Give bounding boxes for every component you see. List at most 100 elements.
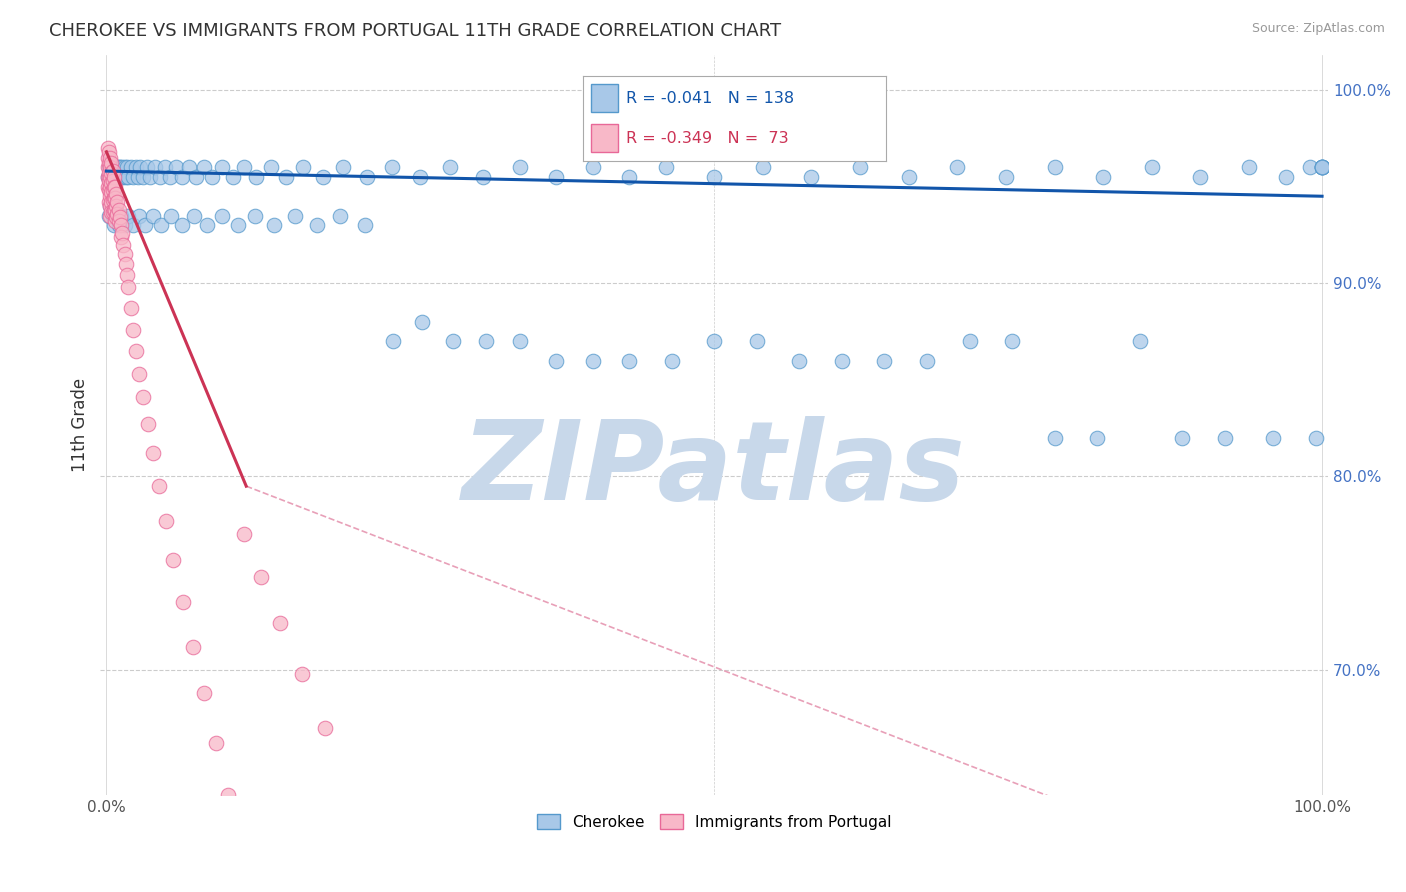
Point <box>703 334 725 349</box>
Point <box>111 226 134 240</box>
Point <box>97 169 120 184</box>
Point <box>1213 431 1236 445</box>
Point <box>136 417 159 432</box>
Point <box>509 160 531 174</box>
Point <box>232 527 254 541</box>
Point <box>745 334 768 349</box>
Point <box>654 160 676 174</box>
Point <box>98 169 121 184</box>
Point <box>1310 160 1333 174</box>
Point <box>148 479 170 493</box>
Point <box>250 570 273 584</box>
Point <box>132 169 155 184</box>
Point <box>915 353 938 368</box>
Point <box>114 218 136 232</box>
Point <box>97 145 120 159</box>
Point <box>110 209 132 223</box>
Point <box>104 202 127 217</box>
Point <box>269 616 291 631</box>
Point <box>617 353 640 368</box>
Point <box>100 176 122 190</box>
Point <box>103 202 125 217</box>
Point <box>97 169 120 184</box>
Point <box>132 390 155 404</box>
Point <box>122 323 145 337</box>
Point <box>546 169 568 184</box>
Point <box>100 160 122 174</box>
Point <box>120 160 142 174</box>
Point <box>124 160 146 174</box>
Point <box>1189 169 1212 184</box>
Point <box>112 237 135 252</box>
Point <box>97 209 120 223</box>
Point <box>100 166 122 180</box>
Point <box>1043 431 1066 445</box>
Point <box>97 160 120 174</box>
Point <box>104 160 127 174</box>
Point <box>159 169 181 184</box>
Point <box>110 218 132 232</box>
Point <box>98 199 121 213</box>
Point <box>101 209 124 223</box>
Point <box>103 160 125 174</box>
Point <box>312 169 335 184</box>
Point <box>104 191 127 205</box>
Point <box>105 160 128 174</box>
Point <box>183 209 205 223</box>
Point <box>105 211 128 225</box>
Point <box>1085 431 1108 445</box>
Point <box>129 160 152 174</box>
Point <box>217 789 239 803</box>
Point <box>186 169 208 184</box>
Point <box>1310 160 1333 174</box>
Point <box>115 160 138 174</box>
Point <box>354 218 377 232</box>
Point <box>114 247 136 261</box>
Point <box>195 218 218 232</box>
Point <box>107 160 129 174</box>
Point <box>409 169 432 184</box>
Point <box>509 334 531 349</box>
Point <box>97 151 120 165</box>
FancyBboxPatch shape <box>591 85 619 112</box>
Point <box>172 595 194 609</box>
Point <box>211 160 233 174</box>
Text: ZIPatlas: ZIPatlas <box>463 417 966 524</box>
Point <box>1310 160 1333 174</box>
Point <box>181 640 204 654</box>
Point <box>97 156 120 170</box>
Text: R = -0.041   N = 138: R = -0.041 N = 138 <box>626 91 794 106</box>
Point <box>142 209 165 223</box>
Point <box>112 169 135 184</box>
Point <box>153 160 176 174</box>
Point <box>1274 169 1296 184</box>
Point <box>1140 160 1163 174</box>
Point <box>873 353 896 368</box>
Point <box>100 160 122 174</box>
Point <box>946 160 969 174</box>
Point <box>117 169 139 184</box>
Point <box>100 169 122 184</box>
Point <box>117 280 139 294</box>
Point <box>292 160 315 174</box>
Point <box>97 194 120 209</box>
Point <box>165 160 187 174</box>
Point <box>143 160 166 174</box>
Point <box>127 169 149 184</box>
Point <box>134 218 156 232</box>
Point <box>329 209 352 223</box>
Point <box>105 206 128 220</box>
Point <box>100 204 122 219</box>
Point <box>122 218 145 232</box>
Point <box>100 186 122 200</box>
Point <box>193 686 215 700</box>
Point <box>108 169 131 184</box>
Text: Source: ZipAtlas.com: Source: ZipAtlas.com <box>1251 22 1385 36</box>
Point <box>439 160 461 174</box>
Point <box>97 179 120 194</box>
Point <box>150 218 173 232</box>
Point <box>263 218 285 232</box>
Legend: Cherokee, Immigrants from Portugal: Cherokee, Immigrants from Portugal <box>531 807 897 836</box>
Point <box>105 160 128 174</box>
Y-axis label: 11th Grade: 11th Grade <box>72 378 89 473</box>
